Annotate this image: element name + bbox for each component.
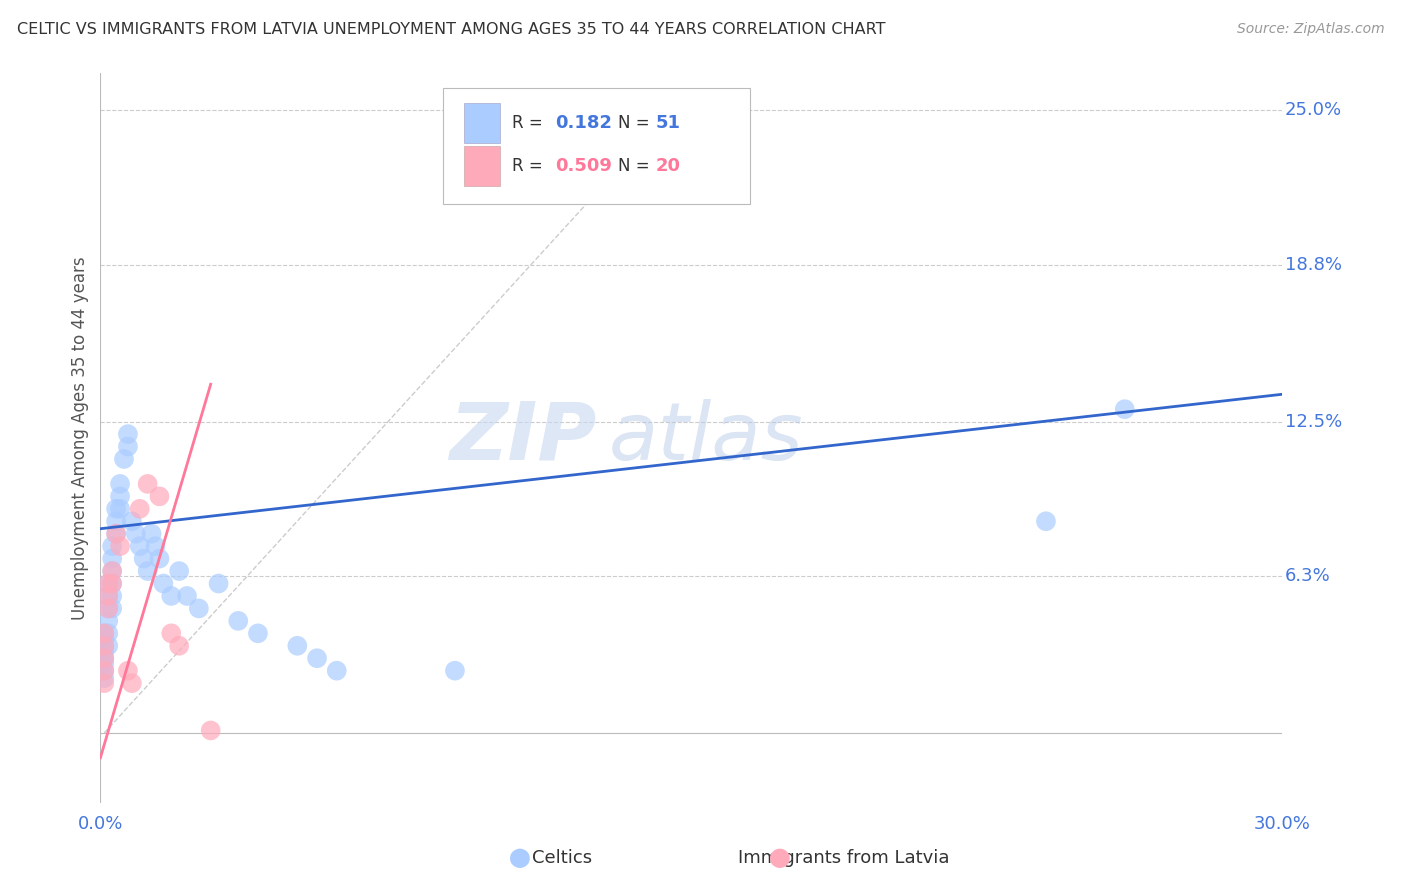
Point	[93, 676, 115, 690]
Text: R =: R =	[512, 113, 543, 132]
Point	[101, 576, 124, 591]
Point	[128, 501, 150, 516]
Point	[108, 501, 131, 516]
Point	[176, 589, 198, 603]
Point	[1035, 514, 1057, 528]
Point	[226, 614, 249, 628]
Text: R =: R =	[512, 157, 543, 176]
Point	[105, 526, 128, 541]
Point	[444, 664, 467, 678]
Point	[93, 639, 115, 653]
Bar	[464, 146, 501, 186]
Text: 20: 20	[655, 157, 681, 176]
Text: atlas: atlas	[609, 399, 803, 477]
Text: 12.5%: 12.5%	[1285, 413, 1341, 431]
Point	[101, 564, 124, 578]
Point	[101, 589, 124, 603]
Point	[93, 671, 115, 685]
Text: N =: N =	[619, 157, 650, 176]
Point	[121, 514, 143, 528]
Point	[101, 564, 124, 578]
Text: 0.0%: 0.0%	[77, 815, 124, 833]
Text: 51: 51	[655, 113, 681, 132]
Point	[93, 639, 115, 653]
Point	[97, 601, 120, 615]
Point	[207, 576, 229, 591]
Point	[121, 676, 143, 690]
Point	[117, 427, 139, 442]
Point	[108, 539, 131, 553]
Text: 0.509: 0.509	[555, 157, 612, 176]
Text: ⬤: ⬤	[509, 848, 531, 868]
Text: 30.0%: 30.0%	[1254, 815, 1310, 833]
Point	[97, 626, 120, 640]
Point	[167, 564, 190, 578]
Point	[117, 440, 139, 454]
Text: Immigrants from Latvia: Immigrants from Latvia	[738, 849, 949, 867]
Text: Source: ZipAtlas.com: Source: ZipAtlas.com	[1237, 22, 1385, 37]
Point	[285, 639, 308, 653]
Point	[141, 526, 163, 541]
Point	[93, 664, 115, 678]
Point	[108, 489, 131, 503]
Point	[97, 589, 120, 603]
Point	[105, 501, 128, 516]
FancyBboxPatch shape	[443, 87, 751, 204]
Point	[125, 526, 148, 541]
Point	[128, 539, 150, 553]
Bar	[464, 103, 501, 143]
Point	[160, 589, 183, 603]
Point	[101, 539, 124, 553]
Point	[132, 551, 155, 566]
Point	[93, 626, 115, 640]
Point	[93, 644, 115, 658]
Point	[187, 601, 209, 615]
Point	[117, 664, 139, 678]
Point	[97, 601, 120, 615]
Text: 18.8%: 18.8%	[1285, 256, 1341, 274]
Point	[246, 626, 269, 640]
Point	[97, 576, 120, 591]
Point	[152, 576, 174, 591]
Point	[305, 651, 328, 665]
Point	[108, 476, 131, 491]
Text: ZIP: ZIP	[450, 399, 596, 477]
Point	[112, 452, 135, 467]
Point	[148, 551, 170, 566]
Point	[97, 639, 120, 653]
Point	[326, 664, 349, 678]
Text: CELTIC VS IMMIGRANTS FROM LATVIA UNEMPLOYMENT AMONG AGES 35 TO 44 YEARS CORRELAT: CELTIC VS IMMIGRANTS FROM LATVIA UNEMPLO…	[17, 22, 886, 37]
Point	[97, 614, 120, 628]
Point	[101, 551, 124, 566]
Point	[93, 651, 115, 665]
Point	[145, 539, 167, 553]
Point	[1114, 402, 1136, 417]
Point	[93, 632, 115, 646]
Point	[101, 576, 124, 591]
Point	[160, 626, 183, 640]
Text: 25.0%: 25.0%	[1285, 102, 1341, 120]
Point	[93, 657, 115, 671]
Point	[200, 723, 222, 738]
Point	[105, 514, 128, 528]
Point	[97, 589, 120, 603]
Text: N =: N =	[619, 113, 650, 132]
Text: Celtics: Celtics	[533, 849, 592, 867]
Point	[93, 626, 115, 640]
Text: 0.182: 0.182	[555, 113, 613, 132]
Point	[136, 476, 159, 491]
Text: ⬤: ⬤	[769, 848, 792, 868]
Point	[97, 576, 120, 591]
Point	[93, 664, 115, 678]
Point	[93, 651, 115, 665]
Y-axis label: Unemployment Among Ages 35 to 44 years: Unemployment Among Ages 35 to 44 years	[72, 256, 89, 620]
Point	[148, 489, 170, 503]
Point	[136, 564, 159, 578]
Point	[105, 526, 128, 541]
Point	[101, 601, 124, 615]
Point	[167, 639, 190, 653]
Text: 6.3%: 6.3%	[1285, 567, 1330, 585]
